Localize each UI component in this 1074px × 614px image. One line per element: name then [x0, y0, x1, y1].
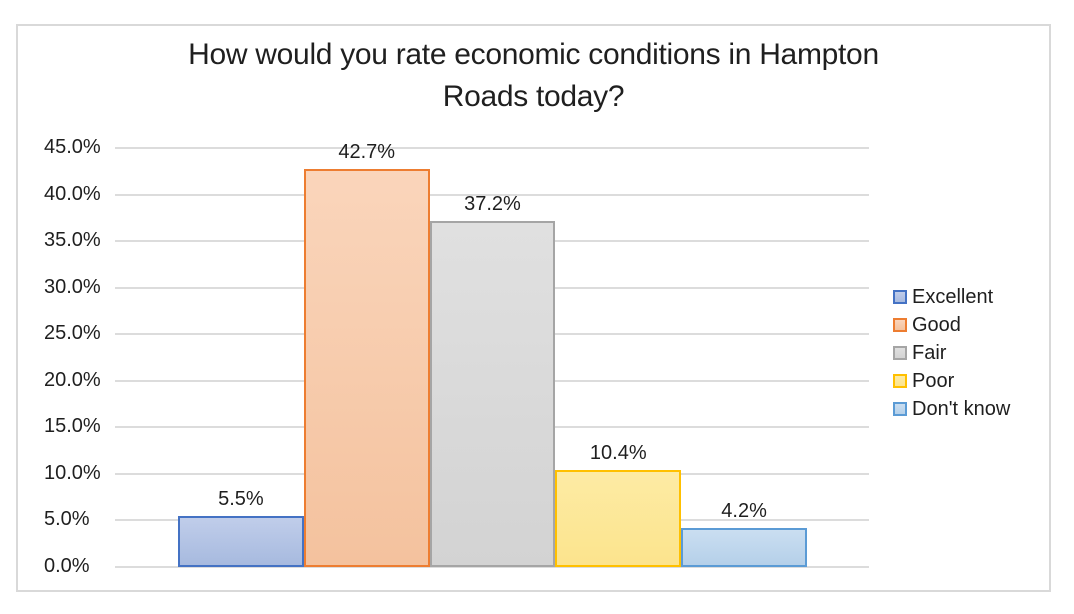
y-tick-label: 40.0%: [44, 182, 101, 205]
data-label-fair: 37.2%: [464, 192, 521, 215]
data-label-don-t-know: 4.2%: [721, 499, 767, 522]
y-tick-label: 35.0%: [44, 229, 101, 252]
legend-swatch-icon: [893, 346, 907, 360]
gridline: [115, 566, 869, 568]
plot-area: 5.5% 42.7% 37.2% 10.4% 4.2%: [115, 141, 869, 568]
chart-title-line-2: Roads today?: [442, 80, 625, 113]
legend-swatch-icon: [893, 318, 907, 332]
data-label-excellent: 5.5%: [218, 487, 264, 510]
legend-label: Fair: [912, 341, 947, 364]
legend-label: Good: [912, 313, 961, 336]
legend-item-good: Good: [893, 311, 1010, 339]
legend: Excellent Good Fair Poor Don't know: [893, 283, 1010, 423]
legend-item-fair: Fair: [893, 339, 1010, 367]
chart-container: How would you rate economic conditions i…: [16, 24, 1051, 592]
y-tick-label: 15.0%: [44, 415, 101, 438]
y-axis: 0.0% 5.0% 10.0% 15.0% 20.0% 25.0% 30.0% 35.0% 40…: [44, 26, 114, 590]
bar-excellent: [178, 515, 304, 567]
y-tick-label: 5.0%: [44, 508, 90, 531]
y-tick-label: 25.0%: [44, 322, 101, 345]
y-tick-label: 20.0%: [44, 368, 101, 391]
legend-item-don-t-know: Don't know: [893, 395, 1010, 423]
legend-label: Don't know: [912, 397, 1011, 420]
bar-fair: [429, 220, 556, 567]
y-tick-label: 45.0%: [44, 136, 101, 159]
chart-title: How would you rate economic conditions i…: [18, 34, 1049, 118]
legend-item-poor: Poor: [893, 367, 1010, 395]
legend-label: Excellent: [912, 285, 994, 308]
y-tick-label: 0.0%: [44, 555, 90, 578]
data-label-poor: 10.4%: [589, 442, 647, 465]
legend-item-excellent: Excellent: [893, 283, 1010, 311]
legend-swatch-icon: [893, 374, 907, 388]
legend-swatch-icon: [893, 290, 907, 304]
data-label-good: 42.7%: [338, 141, 396, 164]
chart-title-line-1: How would you rate economic conditions i…: [188, 38, 879, 71]
bar-good: [303, 169, 430, 567]
y-tick-label: 30.0%: [44, 275, 101, 298]
y-tick-label: 10.0%: [44, 461, 101, 484]
legend-swatch-icon: [893, 402, 907, 416]
gridline: [115, 147, 869, 149]
legend-label: Poor: [912, 369, 955, 392]
bar-poor: [555, 470, 682, 567]
gridline: [115, 193, 869, 196]
bar-don-t-know: [681, 527, 807, 567]
